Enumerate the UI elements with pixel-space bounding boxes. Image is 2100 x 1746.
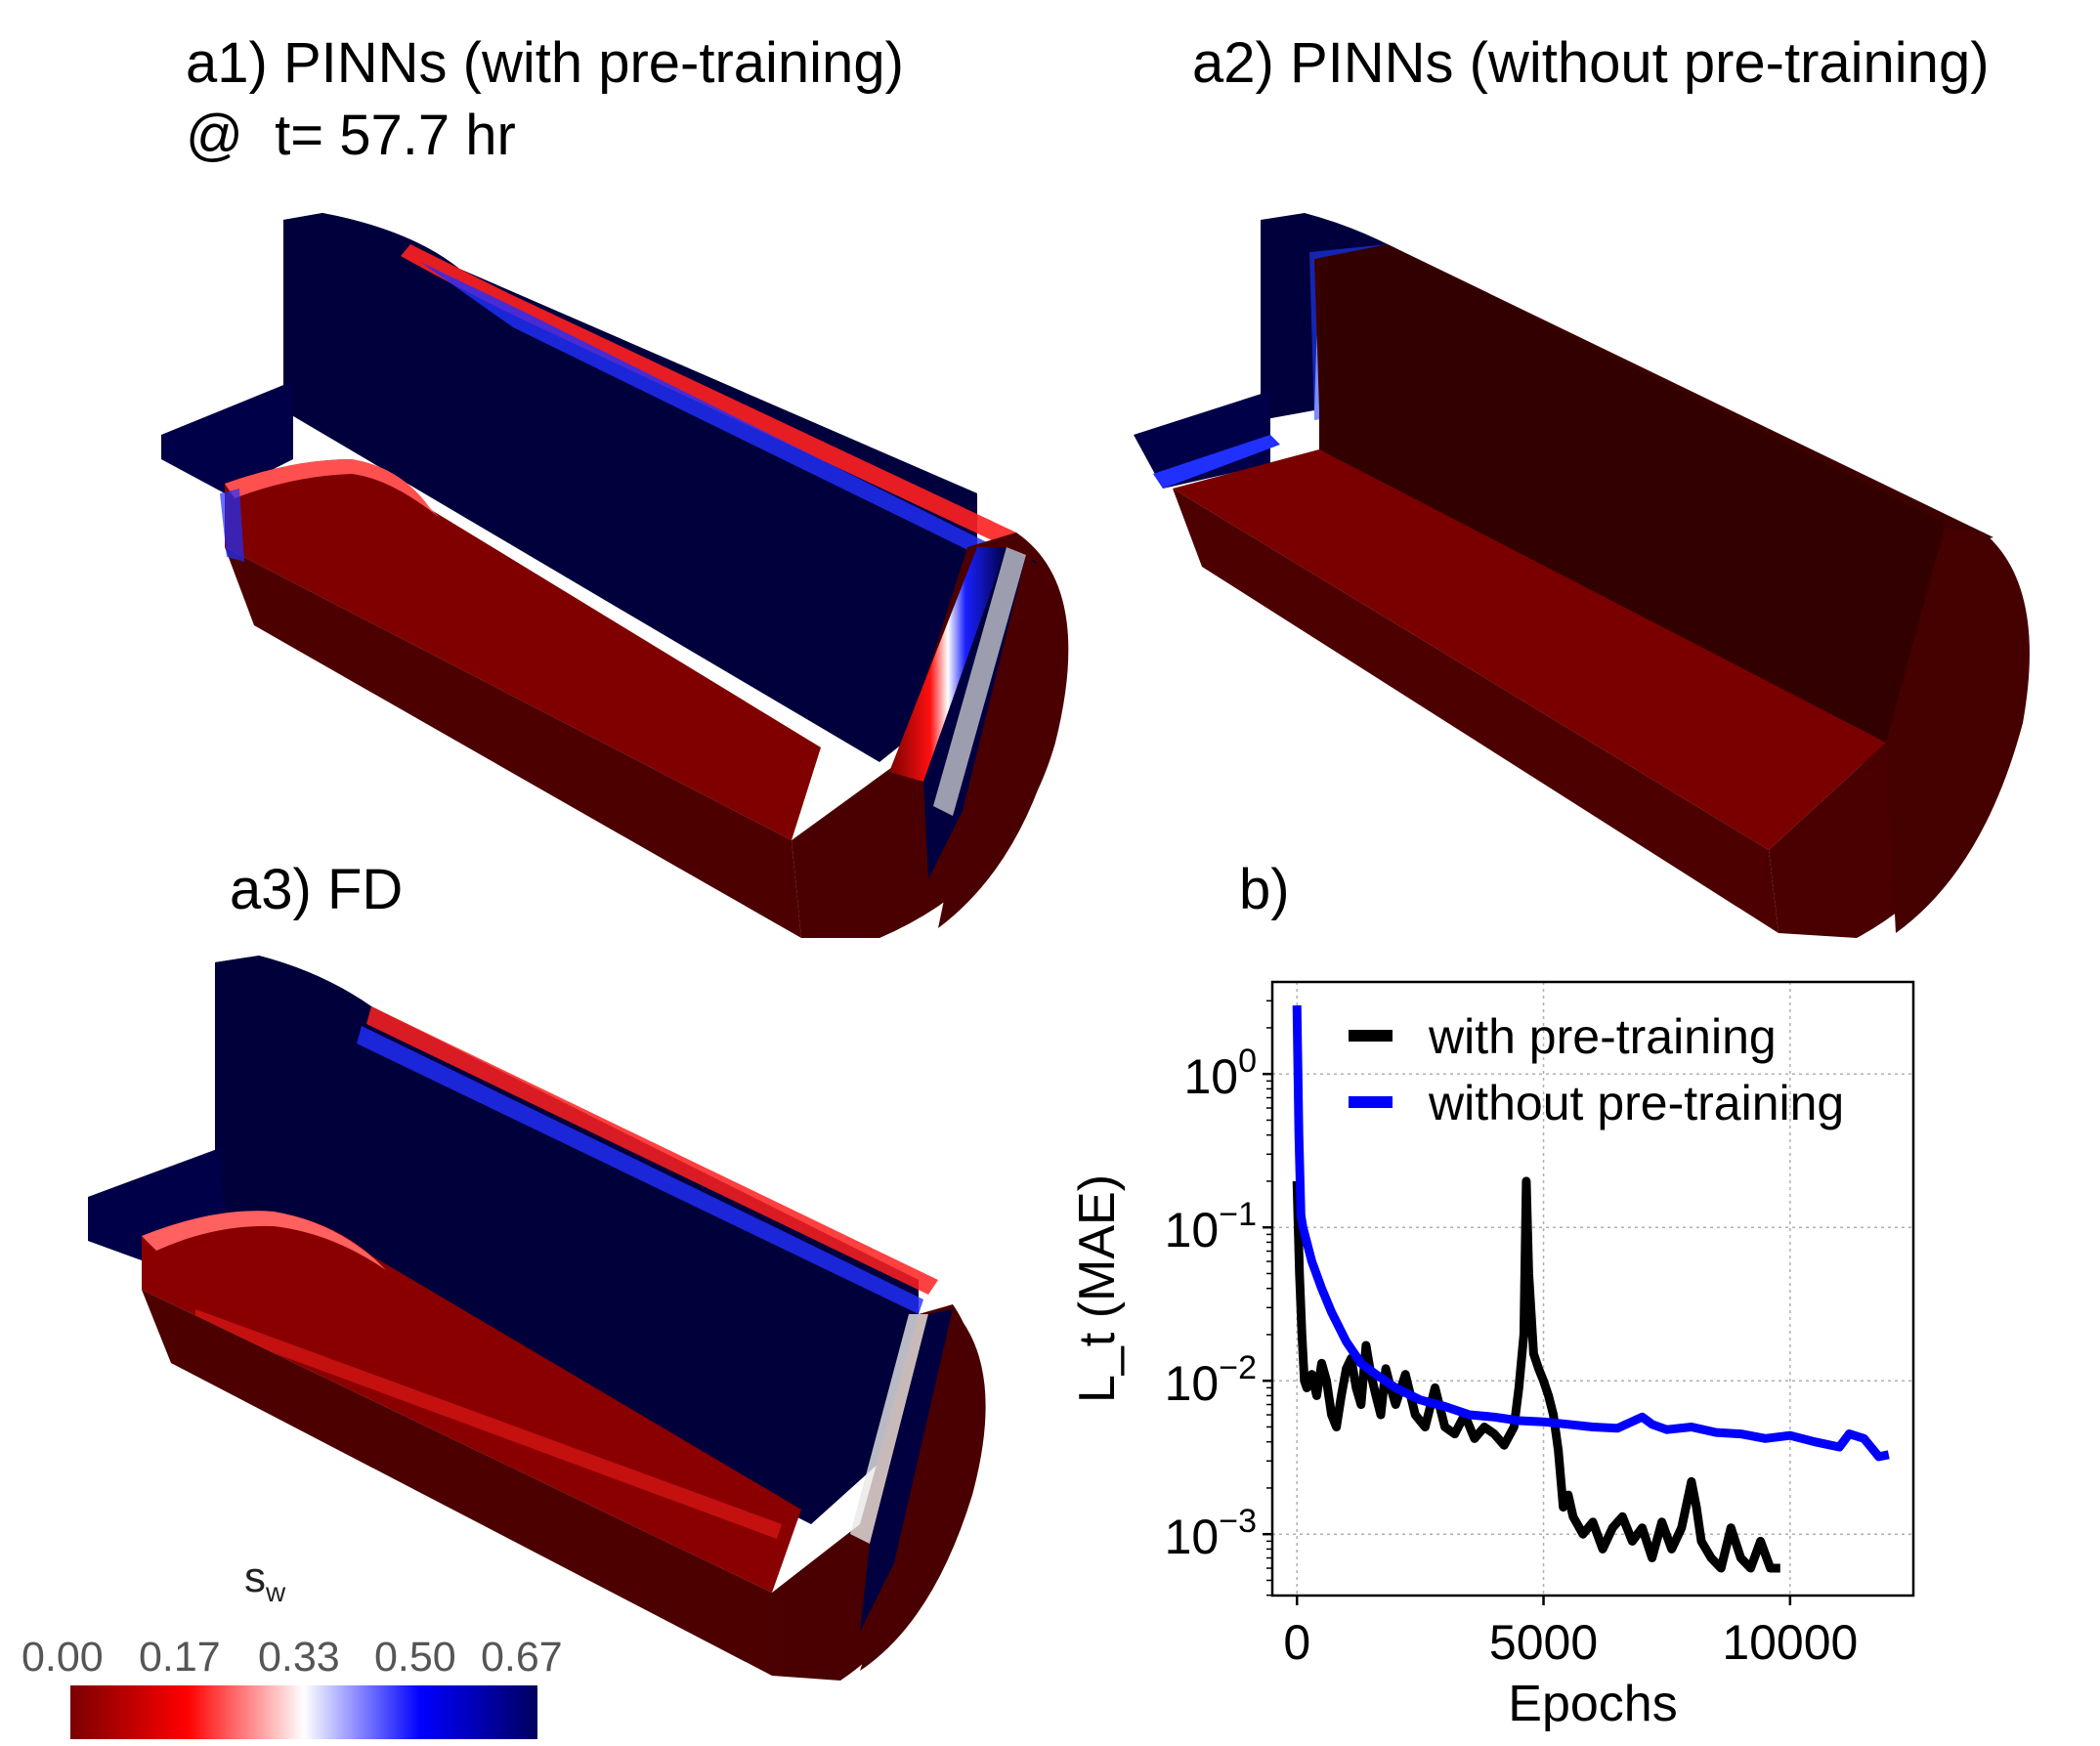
y-tick-label: 10−1	[1165, 1196, 1257, 1257]
y-tick-label: 100	[1183, 1043, 1257, 1104]
a1-red-block	[225, 459, 821, 840]
x-tick-label: 0	[1283, 1615, 1310, 1670]
a3-red-block	[142, 1211, 801, 1593]
y-axis-label: L_t (MAE)	[1069, 1174, 1126, 1403]
panel-a1-subtitle: @ t= 57.7 hr	[186, 104, 516, 167]
colorbar-tick: 0.67	[481, 1634, 563, 1681]
series-line-without-pre-training	[1292, 1004, 1890, 1462]
panel-a2-rendering	[1134, 213, 2030, 938]
panel-a2-title: a2) PINNs (without pre-training)	[1192, 31, 1990, 95]
panel-a3-title: a3) FD	[230, 858, 404, 921]
legend-label: with pre-training	[1428, 1009, 1777, 1064]
y-tick-label: 10−2	[1165, 1349, 1257, 1411]
y-tick-label: 10−3	[1165, 1503, 1257, 1564]
panel-a3-rendering	[88, 956, 986, 1681]
panel-a1-rendering	[161, 213, 1069, 938]
colorbar-label: sw	[244, 1554, 286, 1607]
colorbar-tick: 0.17	[139, 1634, 221, 1681]
colorbar-tick: 0.50	[374, 1634, 456, 1681]
a2-horizontal-face	[1173, 449, 1886, 850]
colorbar-tick: 0.00	[21, 1634, 104, 1681]
x-tick-label: 5000	[1489, 1615, 1598, 1670]
x-axis-label: Epochs	[1508, 1676, 1677, 1732]
panel-b-title: b)	[1239, 858, 1290, 921]
series-line-with-pre-training	[1292, 1176, 1780, 1573]
colorbar-tick: 0.33	[258, 1634, 340, 1681]
colorbar-gradient	[70, 1685, 537, 1739]
panel-a1-title: a1) PINNs (with pre-training)	[186, 31, 904, 95]
x-tick-label: 10000	[1722, 1615, 1858, 1670]
a1-horizontal-ledge	[161, 381, 293, 493]
legend-label: without pre-training	[1428, 1076, 1844, 1130]
